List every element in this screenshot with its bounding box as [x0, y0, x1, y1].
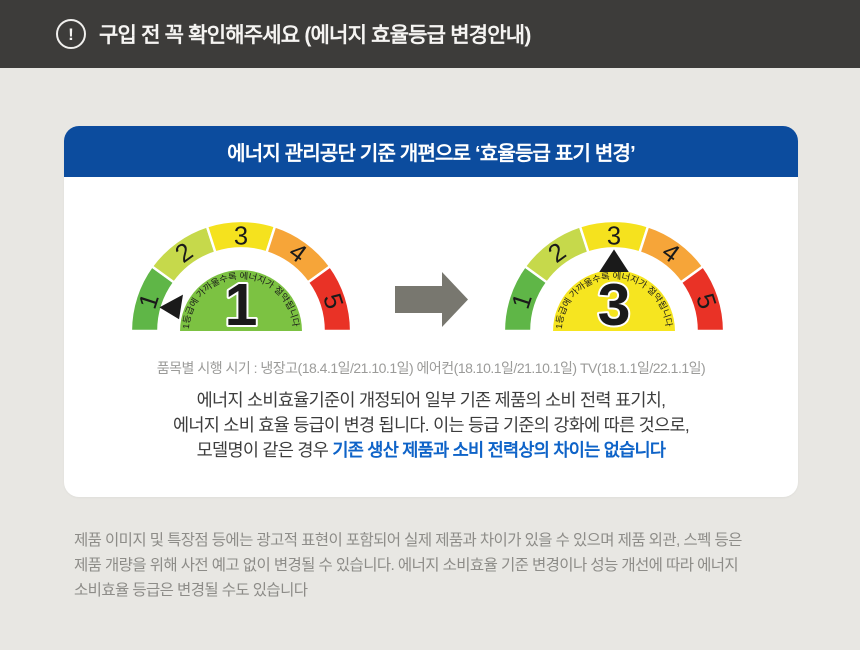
notice-card: 에너지 관리공단 기준 개편으로 ‘효율등급 표기 변경’ 1 2 3 4 5 …: [64, 126, 798, 497]
alert-circle-icon: !: [56, 19, 86, 49]
description-line-1: 에너지 소비효율기준이 개정되어 일부 기존 제품의 소비 전력 표기치,: [196, 390, 666, 410]
description-highlight: 기존 생산 제품과 소비 전력상의 차이는 없습니다: [332, 440, 666, 460]
arrow-right-icon: [395, 272, 468, 327]
gauge-dome: [180, 270, 302, 332]
schedule-note: 품목별 시행 시기 : 냉장고(18.4.1일/21.10.1일) 에어컨(18…: [156, 360, 706, 376]
footnote-line-1: 제품 이미지 및 특장점 등에는 광고적 표현이 포함되어 실제 제품과 차이가…: [74, 532, 742, 549]
tick-3: 3: [607, 223, 621, 251]
footnote-line-2: 제품 개량을 위해 사전 예고 없이 변경될 수 있습니다. 에너지 소비효율 …: [74, 557, 739, 574]
segment-5: [679, 264, 726, 333]
footnote-line-3: 소비효율 등급은 변경될 수도 있습니다: [74, 582, 308, 599]
gauge-dome: [553, 270, 675, 332]
description-line-3-prefix: 모델명이 같은 경우: [196, 440, 333, 460]
banner-text: 구입 전 꼭 확인해주세요 (에너지 효율등급 변경안내): [99, 24, 531, 47]
gauge-value-after: 3: [598, 272, 631, 335]
tick-3: 3: [234, 223, 248, 251]
description-line-3: 모델명이 같은 경우 기존 생산 제품과 소비 전력상의 차이는 없습니다: [64, 438, 798, 463]
gauge-value-before: 1: [225, 272, 258, 335]
energy-gauge-after: 1 2 3 4 5 1등급에 가까울수록 에너지가 절약됩니다 3: [502, 219, 726, 335]
description-line-2: 에너지 소비 효율 등급이 변경 됩니다. 이는 등급 기준의 강화에 따른 것…: [172, 415, 690, 435]
gauge-pointer-icon: [599, 249, 629, 273]
gauge-pointer-icon: [159, 294, 183, 320]
gauge-arc-segments: [129, 219, 353, 333]
footnote: 제품 이미지 및 특장점 등에는 광고적 표현이 포함되어 실제 제품과 차이가…: [74, 528, 814, 603]
top-banner: ! 구입 전 꼭 확인해주세요 (에너지 효율등급 변경안내): [0, 0, 860, 68]
segment-5: [306, 264, 353, 333]
energy-gauge-before: 1 2 3 4 5 1등급에 가까울수록 에너지가 절약됩니다 1: [129, 219, 353, 335]
description: 에너지 소비효율기준이 개정되어 일부 기존 제품의 소비 전력 표기치, 에너…: [64, 388, 798, 463]
card-header: 에너지 관리공단 기준 개편으로 ‘효율등급 표기 변경’: [64, 126, 798, 177]
card-header-title: 에너지 관리공단 기준 개편으로 ‘효율등급 표기 변경’: [227, 143, 635, 165]
gauge-arc-segments: [502, 219, 726, 333]
